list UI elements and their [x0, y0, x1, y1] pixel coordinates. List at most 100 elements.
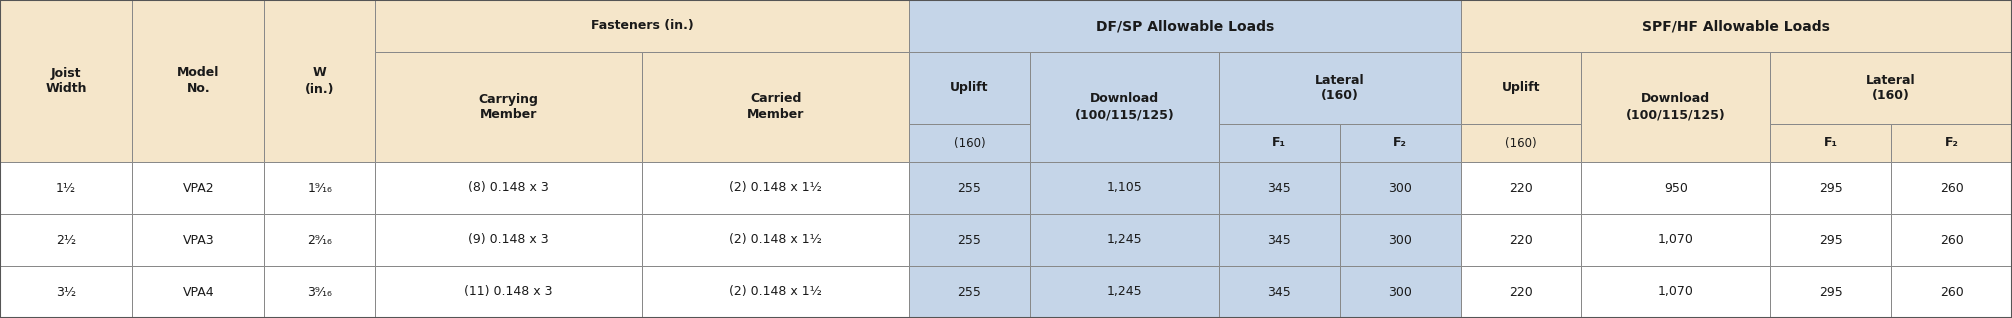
Bar [1461, 214, 1581, 266]
Bar [642, 52, 909, 162]
Bar [1340, 124, 1461, 162]
Text: F₁: F₁ [1823, 136, 1837, 149]
Text: 950: 950 [1664, 182, 1688, 195]
Bar [1030, 214, 1219, 266]
Bar [909, 214, 1030, 266]
Bar [374, 162, 642, 214]
Text: 345: 345 [1268, 233, 1292, 246]
Text: F₂: F₂ [1392, 136, 1406, 149]
Text: F₂: F₂ [1946, 136, 1958, 149]
Bar [909, 124, 1030, 162]
Bar [1030, 52, 1219, 162]
Bar [1771, 266, 1891, 318]
Text: (2) 0.148 x 1½: (2) 0.148 x 1½ [728, 286, 823, 299]
Text: 1,070: 1,070 [1658, 233, 1694, 246]
Bar [1219, 52, 1461, 124]
Bar [1461, 162, 1581, 214]
Text: Carried
Member: Carried Member [746, 93, 805, 121]
Bar [1891, 214, 2012, 266]
Text: (160): (160) [954, 136, 986, 149]
Text: 1,245: 1,245 [1107, 233, 1143, 246]
Bar [374, 214, 642, 266]
Text: 255: 255 [958, 286, 982, 299]
Text: 260: 260 [1940, 182, 1964, 195]
Bar [909, 0, 1461, 52]
Text: Uplift: Uplift [1501, 81, 1541, 94]
Text: DF/SP Allowable Loads: DF/SP Allowable Loads [1097, 19, 1274, 33]
Text: 260: 260 [1940, 233, 1964, 246]
Bar [909, 162, 1030, 214]
Bar [1219, 162, 1340, 214]
Bar [642, 266, 909, 318]
Text: 2½: 2½ [56, 233, 76, 246]
Bar [1891, 124, 2012, 162]
Bar [909, 52, 1030, 124]
Text: F₁: F₁ [1272, 136, 1286, 149]
Text: 1,105: 1,105 [1107, 182, 1143, 195]
Bar [1581, 214, 1771, 266]
Text: 345: 345 [1268, 182, 1292, 195]
Text: VPA3: VPA3 [183, 233, 213, 246]
Bar [1461, 266, 1581, 318]
Bar [1771, 52, 2012, 124]
Bar [642, 162, 909, 214]
Text: Download
(100/115/125): Download (100/115/125) [1626, 93, 1726, 121]
Text: 1,070: 1,070 [1658, 286, 1694, 299]
Bar [1771, 214, 1891, 266]
Text: (9) 0.148 x 3: (9) 0.148 x 3 [469, 233, 549, 246]
Bar [1891, 162, 2012, 214]
Text: 1⁹⁄₁₆: 1⁹⁄₁₆ [308, 182, 332, 195]
Bar [374, 0, 909, 52]
Text: 260: 260 [1940, 286, 1964, 299]
Bar [133, 0, 264, 162]
Text: 295: 295 [1819, 286, 1843, 299]
Text: 255: 255 [958, 182, 982, 195]
Bar [1340, 162, 1461, 214]
Text: (2) 0.148 x 1½: (2) 0.148 x 1½ [728, 182, 823, 195]
Bar [133, 266, 264, 318]
Text: (8) 0.148 x 3: (8) 0.148 x 3 [469, 182, 549, 195]
Bar [264, 162, 374, 214]
Text: Joist
Width: Joist Width [46, 66, 87, 95]
Bar [1219, 124, 1340, 162]
Text: (160): (160) [1505, 136, 1537, 149]
Text: 1,245: 1,245 [1107, 286, 1143, 299]
Text: 295: 295 [1819, 233, 1843, 246]
Text: 295: 295 [1819, 182, 1843, 195]
Bar [0, 266, 133, 318]
Text: 300: 300 [1388, 286, 1412, 299]
Bar [1461, 0, 2012, 52]
Text: 2⁹⁄₁₆: 2⁹⁄₁₆ [308, 233, 332, 246]
Text: 1½: 1½ [56, 182, 76, 195]
Bar [1219, 214, 1340, 266]
Bar [1461, 52, 1581, 124]
Text: SPF/HF Allowable Loads: SPF/HF Allowable Loads [1642, 19, 1831, 33]
Bar [1461, 124, 1581, 162]
Bar [1891, 266, 2012, 318]
Text: Model
No.: Model No. [177, 66, 219, 95]
Bar [264, 214, 374, 266]
Bar [1581, 266, 1771, 318]
Bar [133, 162, 264, 214]
Text: W
(in.): W (in.) [306, 66, 334, 95]
Text: (11) 0.148 x 3: (11) 0.148 x 3 [465, 286, 553, 299]
Text: 220: 220 [1509, 182, 1533, 195]
Bar [374, 52, 642, 162]
Text: 220: 220 [1509, 286, 1533, 299]
Text: 345: 345 [1268, 286, 1292, 299]
Bar [909, 266, 1030, 318]
Text: 3⁹⁄₁₆: 3⁹⁄₁₆ [308, 286, 332, 299]
Bar [0, 214, 133, 266]
Bar [0, 162, 133, 214]
Bar [1340, 266, 1461, 318]
Text: Fasteners (in.): Fasteners (in.) [592, 19, 694, 32]
Text: VPA2: VPA2 [183, 182, 213, 195]
Bar [0, 0, 133, 162]
Text: Lateral
(160): Lateral (160) [1316, 73, 1364, 102]
Text: 220: 220 [1509, 233, 1533, 246]
Bar [264, 266, 374, 318]
Bar [133, 214, 264, 266]
Bar [264, 0, 374, 162]
Text: 255: 255 [958, 233, 982, 246]
Text: (2) 0.148 x 1½: (2) 0.148 x 1½ [728, 233, 823, 246]
